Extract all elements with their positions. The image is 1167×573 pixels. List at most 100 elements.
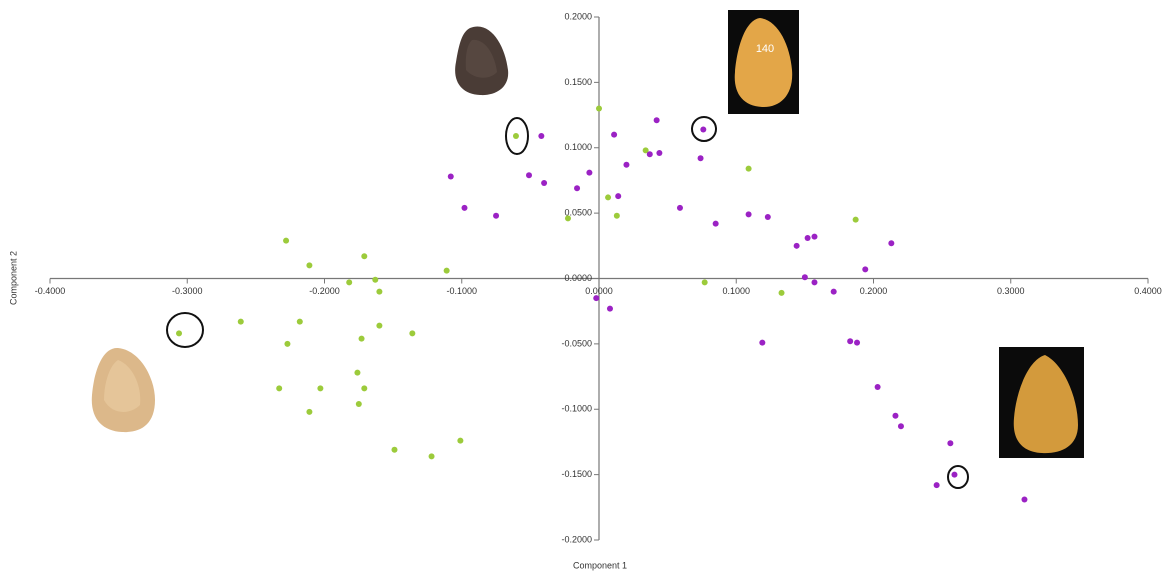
point xyxy=(892,412,899,419)
y-tick-label: 0.1000 xyxy=(564,142,592,152)
point xyxy=(778,289,785,296)
x-tick-label: -0.3000 xyxy=(172,286,203,296)
point xyxy=(801,274,808,281)
point xyxy=(653,117,660,124)
y-tick-label: 0.2000 xyxy=(564,11,592,21)
x-tick-label: 0.4000 xyxy=(1134,286,1162,296)
point xyxy=(457,437,464,444)
point xyxy=(447,173,454,180)
point xyxy=(611,131,618,138)
point xyxy=(642,147,649,154)
point xyxy=(493,212,500,219)
y-tick-label: 0.0500 xyxy=(564,208,592,218)
point xyxy=(461,204,468,211)
photo-dark-handaxe xyxy=(455,26,509,96)
point xyxy=(237,318,244,325)
point xyxy=(759,339,766,346)
x-tick-label: 0.2000 xyxy=(860,286,888,296)
point xyxy=(745,165,752,172)
photo-right-handaxe xyxy=(999,347,1084,458)
point xyxy=(574,185,581,192)
point xyxy=(376,288,383,295)
point xyxy=(306,408,313,415)
point xyxy=(176,330,183,337)
point xyxy=(606,305,613,312)
point xyxy=(847,338,854,345)
x-tick-label: 0.0000 xyxy=(585,286,613,296)
point xyxy=(586,169,593,176)
x-axis-label: Component 1 xyxy=(573,560,627,570)
point xyxy=(745,211,752,218)
point xyxy=(897,423,904,430)
point xyxy=(764,214,771,221)
point xyxy=(697,155,704,162)
point xyxy=(676,204,683,211)
y-tick-label: 0.0000 xyxy=(564,273,592,283)
point xyxy=(283,237,290,244)
highlight-ring xyxy=(166,312,204,348)
point xyxy=(854,339,861,346)
point xyxy=(804,234,811,241)
y-tick-label: -0.2000 xyxy=(561,534,592,544)
point xyxy=(1021,496,1028,503)
point xyxy=(700,126,707,133)
x-tick-label: 0.3000 xyxy=(997,286,1025,296)
photo-left-handaxe xyxy=(91,347,155,433)
x-tick-label: 0.1000 xyxy=(722,286,750,296)
point xyxy=(852,216,859,223)
point xyxy=(409,330,416,337)
point xyxy=(793,242,800,249)
x-tick-label: -0.4000 xyxy=(35,286,66,296)
point xyxy=(811,279,818,286)
point xyxy=(443,267,450,274)
point xyxy=(701,279,708,286)
point xyxy=(284,340,291,347)
point xyxy=(593,295,600,302)
photo-orange-handaxe: 140 xyxy=(728,10,799,114)
x-tick-label: -0.2000 xyxy=(309,286,340,296)
point xyxy=(296,318,303,325)
point xyxy=(862,266,869,273)
point xyxy=(538,132,545,139)
photo-inscription: 140 xyxy=(756,43,774,55)
point xyxy=(358,335,365,342)
point xyxy=(541,180,548,187)
point xyxy=(830,288,837,295)
point xyxy=(656,149,663,156)
point xyxy=(346,279,353,286)
point xyxy=(712,220,719,227)
point xyxy=(596,105,602,112)
point xyxy=(276,385,283,392)
point xyxy=(512,132,519,139)
y-tick-label: -0.0500 xyxy=(561,338,592,348)
y-tick-label: 0.1500 xyxy=(564,77,592,87)
point xyxy=(306,262,313,269)
highlight-ring xyxy=(691,116,717,142)
y-tick-label: -0.1500 xyxy=(561,469,592,479)
point xyxy=(613,212,620,219)
point xyxy=(361,385,368,392)
point xyxy=(615,193,622,200)
point xyxy=(951,471,958,478)
highlight-ring xyxy=(505,117,529,155)
highlight-ring xyxy=(947,465,969,489)
point xyxy=(391,446,398,453)
point xyxy=(428,453,435,460)
point xyxy=(564,215,571,222)
y-axis-label: Component 2 xyxy=(8,251,18,305)
point xyxy=(372,276,379,283)
point xyxy=(933,482,940,489)
point xyxy=(526,172,533,179)
point xyxy=(623,161,630,168)
point xyxy=(317,385,324,392)
point xyxy=(874,384,881,391)
point xyxy=(361,253,368,260)
point xyxy=(355,401,362,408)
point xyxy=(947,440,954,447)
point xyxy=(811,233,818,240)
point xyxy=(376,322,383,329)
point xyxy=(646,151,653,158)
point xyxy=(354,369,361,376)
point xyxy=(888,240,895,247)
